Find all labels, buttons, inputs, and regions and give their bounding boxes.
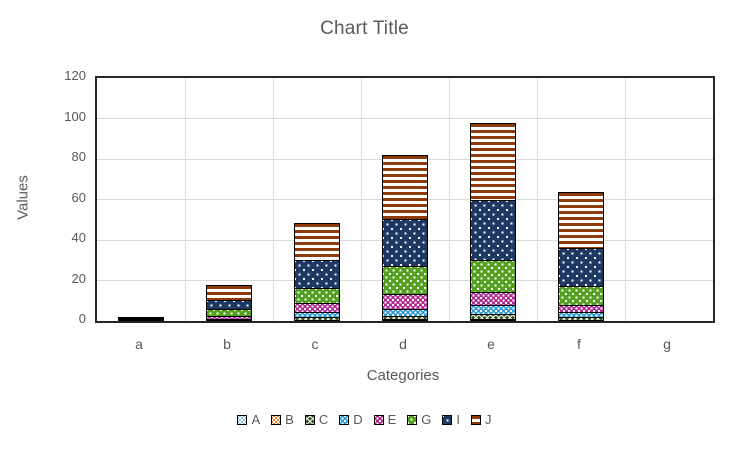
legend-item-C[interactable]: C (304, 412, 329, 427)
bar-d (382, 154, 428, 321)
legend-label-I: I (456, 412, 461, 427)
x-tick-label-e: e (487, 336, 495, 352)
legend-item-E[interactable]: E (373, 412, 397, 427)
legend-item-A[interactable]: A (237, 412, 260, 427)
vertical-gridline (184, 78, 186, 321)
x-tick-label-f: f (577, 336, 581, 352)
horizontal-gridline (97, 118, 713, 119)
bar-f (558, 192, 604, 321)
legend-swatch-E (373, 414, 384, 425)
vertical-gridline (360, 78, 362, 321)
bar-segment-I-d[interactable] (382, 218, 428, 268)
legend-label-B: B (285, 412, 294, 427)
bar-segment-J-c[interactable] (294, 222, 340, 262)
legend-swatch-D (339, 414, 350, 425)
bar-segment-J-e[interactable] (470, 122, 516, 202)
bar-segment-C-b[interactable] (206, 318, 252, 321)
bar-segment-I-e[interactable] (470, 200, 516, 262)
bar-segment-E-e[interactable] (470, 291, 516, 306)
x-tick-label-a: a (135, 336, 143, 352)
bar-segment-C-c[interactable] (294, 316, 340, 321)
legend-swatch-J (471, 414, 482, 425)
bar-b (206, 284, 252, 321)
legend-swatch-A (237, 414, 248, 425)
legend-item-B[interactable]: B (271, 412, 294, 427)
x-tick-label-d: d (399, 336, 407, 352)
bar-segment-E-d[interactable] (382, 293, 428, 310)
x-tick-label-c: c (311, 336, 319, 352)
bar-segment-J-d[interactable] (382, 154, 428, 220)
legend-swatch-C (304, 414, 315, 425)
bar-segment-A-a[interactable] (118, 318, 164, 321)
bar-segment-I-c[interactable] (294, 260, 340, 289)
bar-segment-G-e[interactable] (470, 260, 516, 293)
legend-label-G: G (421, 412, 432, 427)
bar-segment-I-f[interactable] (558, 248, 604, 287)
legend-swatch-I (442, 414, 453, 425)
y-tick-label-20: 20 (71, 270, 86, 286)
plot-area (95, 76, 715, 323)
y-axis-title: Values (14, 175, 32, 220)
bar-segment-C-f[interactable] (558, 316, 604, 321)
x-axis-title: Categories (366, 367, 440, 384)
legend-label-E: E (387, 412, 397, 427)
y-tick-label-80: 80 (71, 149, 86, 164)
y-tick-label-60: 60 (71, 189, 86, 205)
bar-segment-G-f[interactable] (558, 285, 604, 306)
bar-c (294, 222, 340, 321)
vertical-gridline (448, 78, 450, 321)
vertical-gridline (624, 78, 626, 321)
y-tick-label-0: 0 (78, 311, 86, 326)
legend-swatch-G (407, 414, 418, 425)
x-tick-label-g: g (663, 336, 671, 352)
bar-segment-G-d[interactable] (382, 266, 428, 295)
y-tick-label-40: 40 (71, 230, 86, 245)
legend-item-G[interactable]: G (407, 412, 431, 427)
legend-item-I[interactable]: I (442, 412, 460, 427)
bar-e (470, 122, 516, 321)
legend-label-J: J (485, 412, 492, 427)
y-tick-label-100: 100 (64, 108, 86, 124)
legend-swatch-B (271, 414, 282, 425)
bar-segment-B-e[interactable] (470, 318, 516, 321)
vertical-gridline (536, 78, 538, 321)
x-tick-label-b: b (223, 336, 231, 352)
legend-label-D: D (353, 412, 363, 427)
legend-item-D[interactable]: D (339, 412, 363, 427)
bar-segment-B-d[interactable] (382, 318, 428, 321)
vertical-gridline (272, 78, 274, 321)
bar-segment-J-b[interactable] (206, 284, 252, 301)
chart-title: Chart Title (320, 18, 409, 39)
bar-a (118, 316, 164, 321)
legend-label-C: C (318, 412, 329, 427)
bar-segment-J-f[interactable] (558, 192, 604, 250)
bar-segment-G-c[interactable] (294, 287, 340, 304)
legend-label-A: A (251, 412, 261, 427)
legend-item-J[interactable]: J (471, 412, 492, 427)
y-tick-label-120: 120 (64, 68, 86, 83)
